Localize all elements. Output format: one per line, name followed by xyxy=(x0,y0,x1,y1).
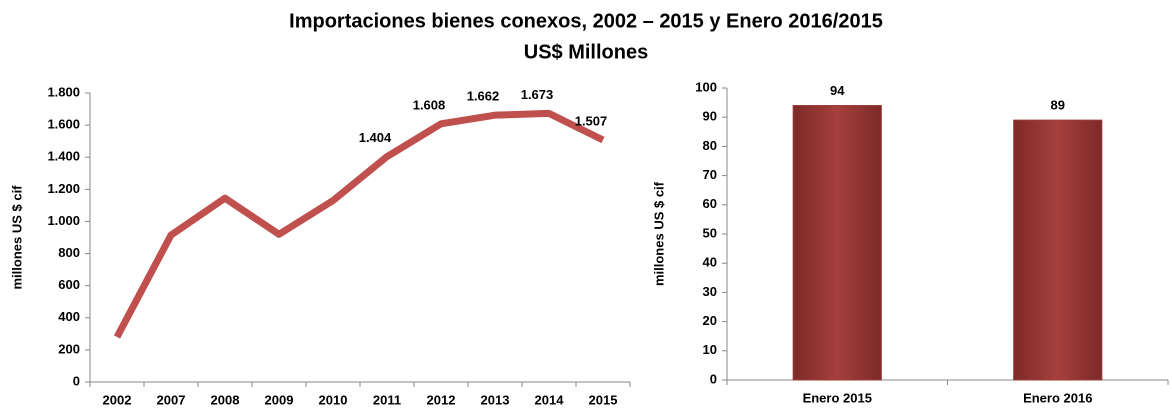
x-tick-label: 2011 xyxy=(373,392,401,407)
y-tick-label: 1.200 xyxy=(47,181,80,196)
data-label: 1.608 xyxy=(413,97,446,112)
x-tick-label: 2009 xyxy=(265,392,294,407)
x-tick-label: 2012 xyxy=(427,392,456,407)
y-tick-label: 1.800 xyxy=(47,84,80,99)
x-tick-label: 2010 xyxy=(319,392,348,407)
y-tick-label: 0 xyxy=(73,373,80,388)
x-tick-label: 2014 xyxy=(535,392,565,407)
y-tick-label: 10 xyxy=(703,342,717,357)
line xyxy=(113,109,605,339)
y-tick-label: 20 xyxy=(703,313,717,328)
y-tick-label: 1.400 xyxy=(47,149,80,164)
data-label: 1.507 xyxy=(575,113,608,128)
x-tick-label: 2008 xyxy=(211,392,240,407)
bar xyxy=(792,105,882,381)
y-tick-label: 200 xyxy=(58,341,80,356)
data-label: 89 xyxy=(1051,98,1065,113)
y-tick-label: 1.000 xyxy=(47,213,80,228)
data-label: 1.404 xyxy=(359,130,392,145)
y-tick-label: 100 xyxy=(695,79,717,94)
y-axis-label: millones US $ cif xyxy=(9,185,24,290)
y-tick-label: 70 xyxy=(703,167,717,182)
y-tick-label: 400 xyxy=(58,309,80,324)
y-tick-label: 600 xyxy=(58,277,80,292)
y-tick-label: 0 xyxy=(710,371,717,386)
chart-subtitle: US$ Millones xyxy=(524,41,648,63)
bar xyxy=(1013,119,1103,381)
x-tick-label: 2015 xyxy=(589,392,618,407)
y-tick-label: 40 xyxy=(703,255,717,270)
y-tick-label: 90 xyxy=(703,109,717,124)
data-label: 1.673 xyxy=(521,87,554,102)
data-label: 94 xyxy=(830,83,845,98)
y-tick-label: 50 xyxy=(703,225,717,240)
y-tick-label: 30 xyxy=(703,284,717,299)
x-tick-label: 2002 xyxy=(103,392,132,407)
chart-title: Importaciones bienes conexos, 2002 – 201… xyxy=(289,10,883,32)
y-tick-label: 800 xyxy=(58,245,80,260)
x-tick-label: 2013 xyxy=(481,392,510,407)
data-label: 1.662 xyxy=(467,89,500,104)
y-tick-label: 80 xyxy=(703,138,717,153)
y-tick-label: 60 xyxy=(703,196,717,211)
y-axis-label: millones US $ cif xyxy=(651,181,666,286)
x-tick-label: Enero 2016 xyxy=(1023,390,1092,405)
y-tick-label: 1.600 xyxy=(47,117,80,132)
x-tick-label: 2007 xyxy=(157,392,186,407)
x-tick-label: Enero 2015 xyxy=(803,390,872,405)
